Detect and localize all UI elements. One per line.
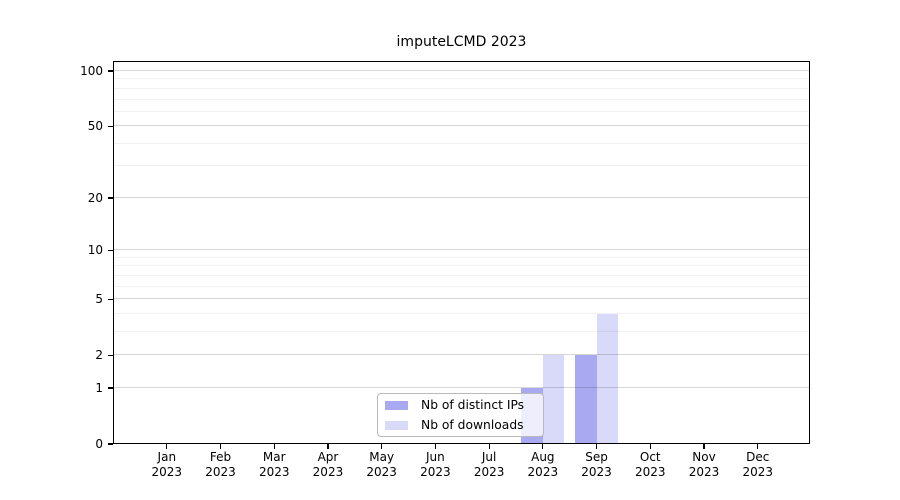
minor-gridline-7 — [113, 274, 810, 276]
x-tick-month: Jul — [481, 450, 497, 464]
minor-gridline-30 — [113, 165, 810, 167]
y-tick-label-5: 5 — [95, 292, 103, 307]
x-tick-year: 2023 — [151, 465, 183, 479]
major-gridline-10 — [113, 249, 810, 251]
x-tick-label-nov: Nov 2023 — [674, 450, 734, 480]
x-tick-label-jun: Jun 2023 — [405, 450, 465, 480]
y-tick-label-2: 2 — [95, 348, 103, 363]
x-tick-jan — [166, 444, 168, 449]
x-tick-year: 2023 — [688, 465, 720, 479]
y-tick-0 — [108, 443, 113, 445]
x-tick-month: Oct — [639, 450, 661, 464]
y-tick-100 — [108, 70, 113, 72]
minor-gridline-3 — [113, 330, 810, 332]
x-tick-label-oct: Oct 2023 — [620, 450, 680, 480]
x-tick-month: Jun — [426, 450, 445, 464]
major-gridline-2 — [113, 354, 810, 356]
x-tick-label-sep: Sep 2023 — [567, 450, 627, 480]
y-tick-1 — [108, 387, 113, 389]
x-tick-dec — [757, 444, 759, 449]
minor-gridline-9 — [113, 256, 810, 258]
x-tick-year: 2023 — [420, 465, 451, 479]
x-tick-year: 2023 — [473, 465, 505, 479]
x-tick-year: 2023 — [742, 465, 773, 479]
y-tick-label-50: 50 — [87, 119, 103, 134]
plot-area — [113, 61, 810, 444]
x-tick-oct — [649, 444, 651, 449]
x-tick-year: 2023 — [258, 465, 290, 479]
x-tick-label-aug: Aug 2023 — [513, 450, 573, 480]
legend-swatch-distinct-ips — [385, 400, 408, 410]
x-tick-jun — [434, 444, 436, 449]
legend-item-distinct-ips: Nb of distinct IPs — [378, 395, 543, 415]
legend-label-downloads: Nb of downloads — [421, 418, 524, 432]
x-tick-year: 2023 — [312, 465, 344, 479]
y-tick-label-0: 0 — [95, 437, 103, 451]
x-tick-year: 2023 — [366, 465, 397, 479]
x-tick-sep — [595, 444, 598, 449]
x-tick-month: Mar — [262, 450, 286, 464]
x-tick-month: Aug — [531, 450, 555, 464]
x-tick-year: 2023 — [634, 465, 666, 479]
minor-gridline-40 — [113, 142, 810, 144]
x-tick-aug — [542, 444, 544, 449]
y-tick-50 — [108, 125, 113, 127]
chart-title: imputeLCMD 2023 — [396, 34, 527, 50]
minor-gridline-80 — [113, 87, 810, 89]
minor-gridline-6 — [113, 285, 810, 287]
major-gridline-5 — [113, 298, 810, 300]
bar-downloads-aug — [542, 355, 565, 444]
y-tick-label-20: 20 — [87, 190, 103, 205]
minor-gridline-4 — [113, 312, 810, 314]
x-tick-month: Sep — [585, 450, 608, 464]
x-tick-nov — [703, 444, 705, 449]
y-tick-label-1: 1 — [95, 380, 103, 395]
x-tick-label-jan: Jan 2023 — [137, 450, 197, 480]
x-tick-label-mar: Mar 2023 — [244, 450, 304, 480]
major-gridline-50 — [113, 125, 810, 127]
x-tick-may — [381, 444, 383, 449]
x-tick-month: Feb — [209, 450, 232, 464]
x-tick-jul — [488, 444, 490, 449]
x-tick-label-jul: Jul 2023 — [459, 450, 519, 480]
legend-item-downloads: Nb of downloads — [378, 415, 543, 435]
x-tick-label-apr: Apr 2023 — [298, 450, 358, 480]
bar-ips-sep — [575, 355, 597, 444]
x-tick-month: Nov — [692, 450, 716, 464]
y-tick-label-100: 100 — [80, 64, 103, 78]
major-gridline-20 — [113, 196, 810, 198]
legend: Nb of distinct IPs Nb of downloads — [377, 393, 544, 437]
x-tick-month: May — [369, 450, 395, 464]
x-tick-mar — [273, 444, 275, 449]
minor-gridline-70 — [113, 98, 810, 100]
x-tick-year: 2023 — [205, 465, 236, 479]
x-tick-year: 2023 — [527, 465, 559, 479]
bar-downloads-sep — [596, 313, 619, 444]
x-tick-month: Apr — [317, 450, 339, 464]
x-tick-feb — [219, 444, 222, 449]
x-tick-apr — [327, 444, 329, 449]
y-tick-5 — [108, 298, 113, 300]
major-gridline-1 — [113, 386, 810, 388]
x-tick-label-may: May 2023 — [352, 450, 412, 480]
minor-gridline-60 — [113, 110, 810, 112]
legend-label-distinct-ips: Nb of distinct IPs — [421, 398, 525, 412]
x-tick-month: Jan — [157, 450, 177, 464]
y-tick-label-10: 10 — [87, 243, 103, 258]
x-tick-year: 2023 — [581, 465, 612, 479]
legend-swatch-downloads — [385, 420, 408, 430]
minor-gridline-8 — [113, 265, 810, 267]
y-tick-10 — [108, 249, 113, 251]
minor-gridline-90 — [113, 78, 810, 80]
y-tick-20 — [108, 197, 113, 199]
y-tick-2 — [108, 354, 113, 356]
x-tick-label-dec: Dec 2023 — [728, 450, 788, 480]
x-tick-month: Dec — [746, 450, 770, 464]
major-gridline-100 — [113, 70, 810, 71]
x-tick-label-feb: Feb 2023 — [191, 450, 251, 480]
